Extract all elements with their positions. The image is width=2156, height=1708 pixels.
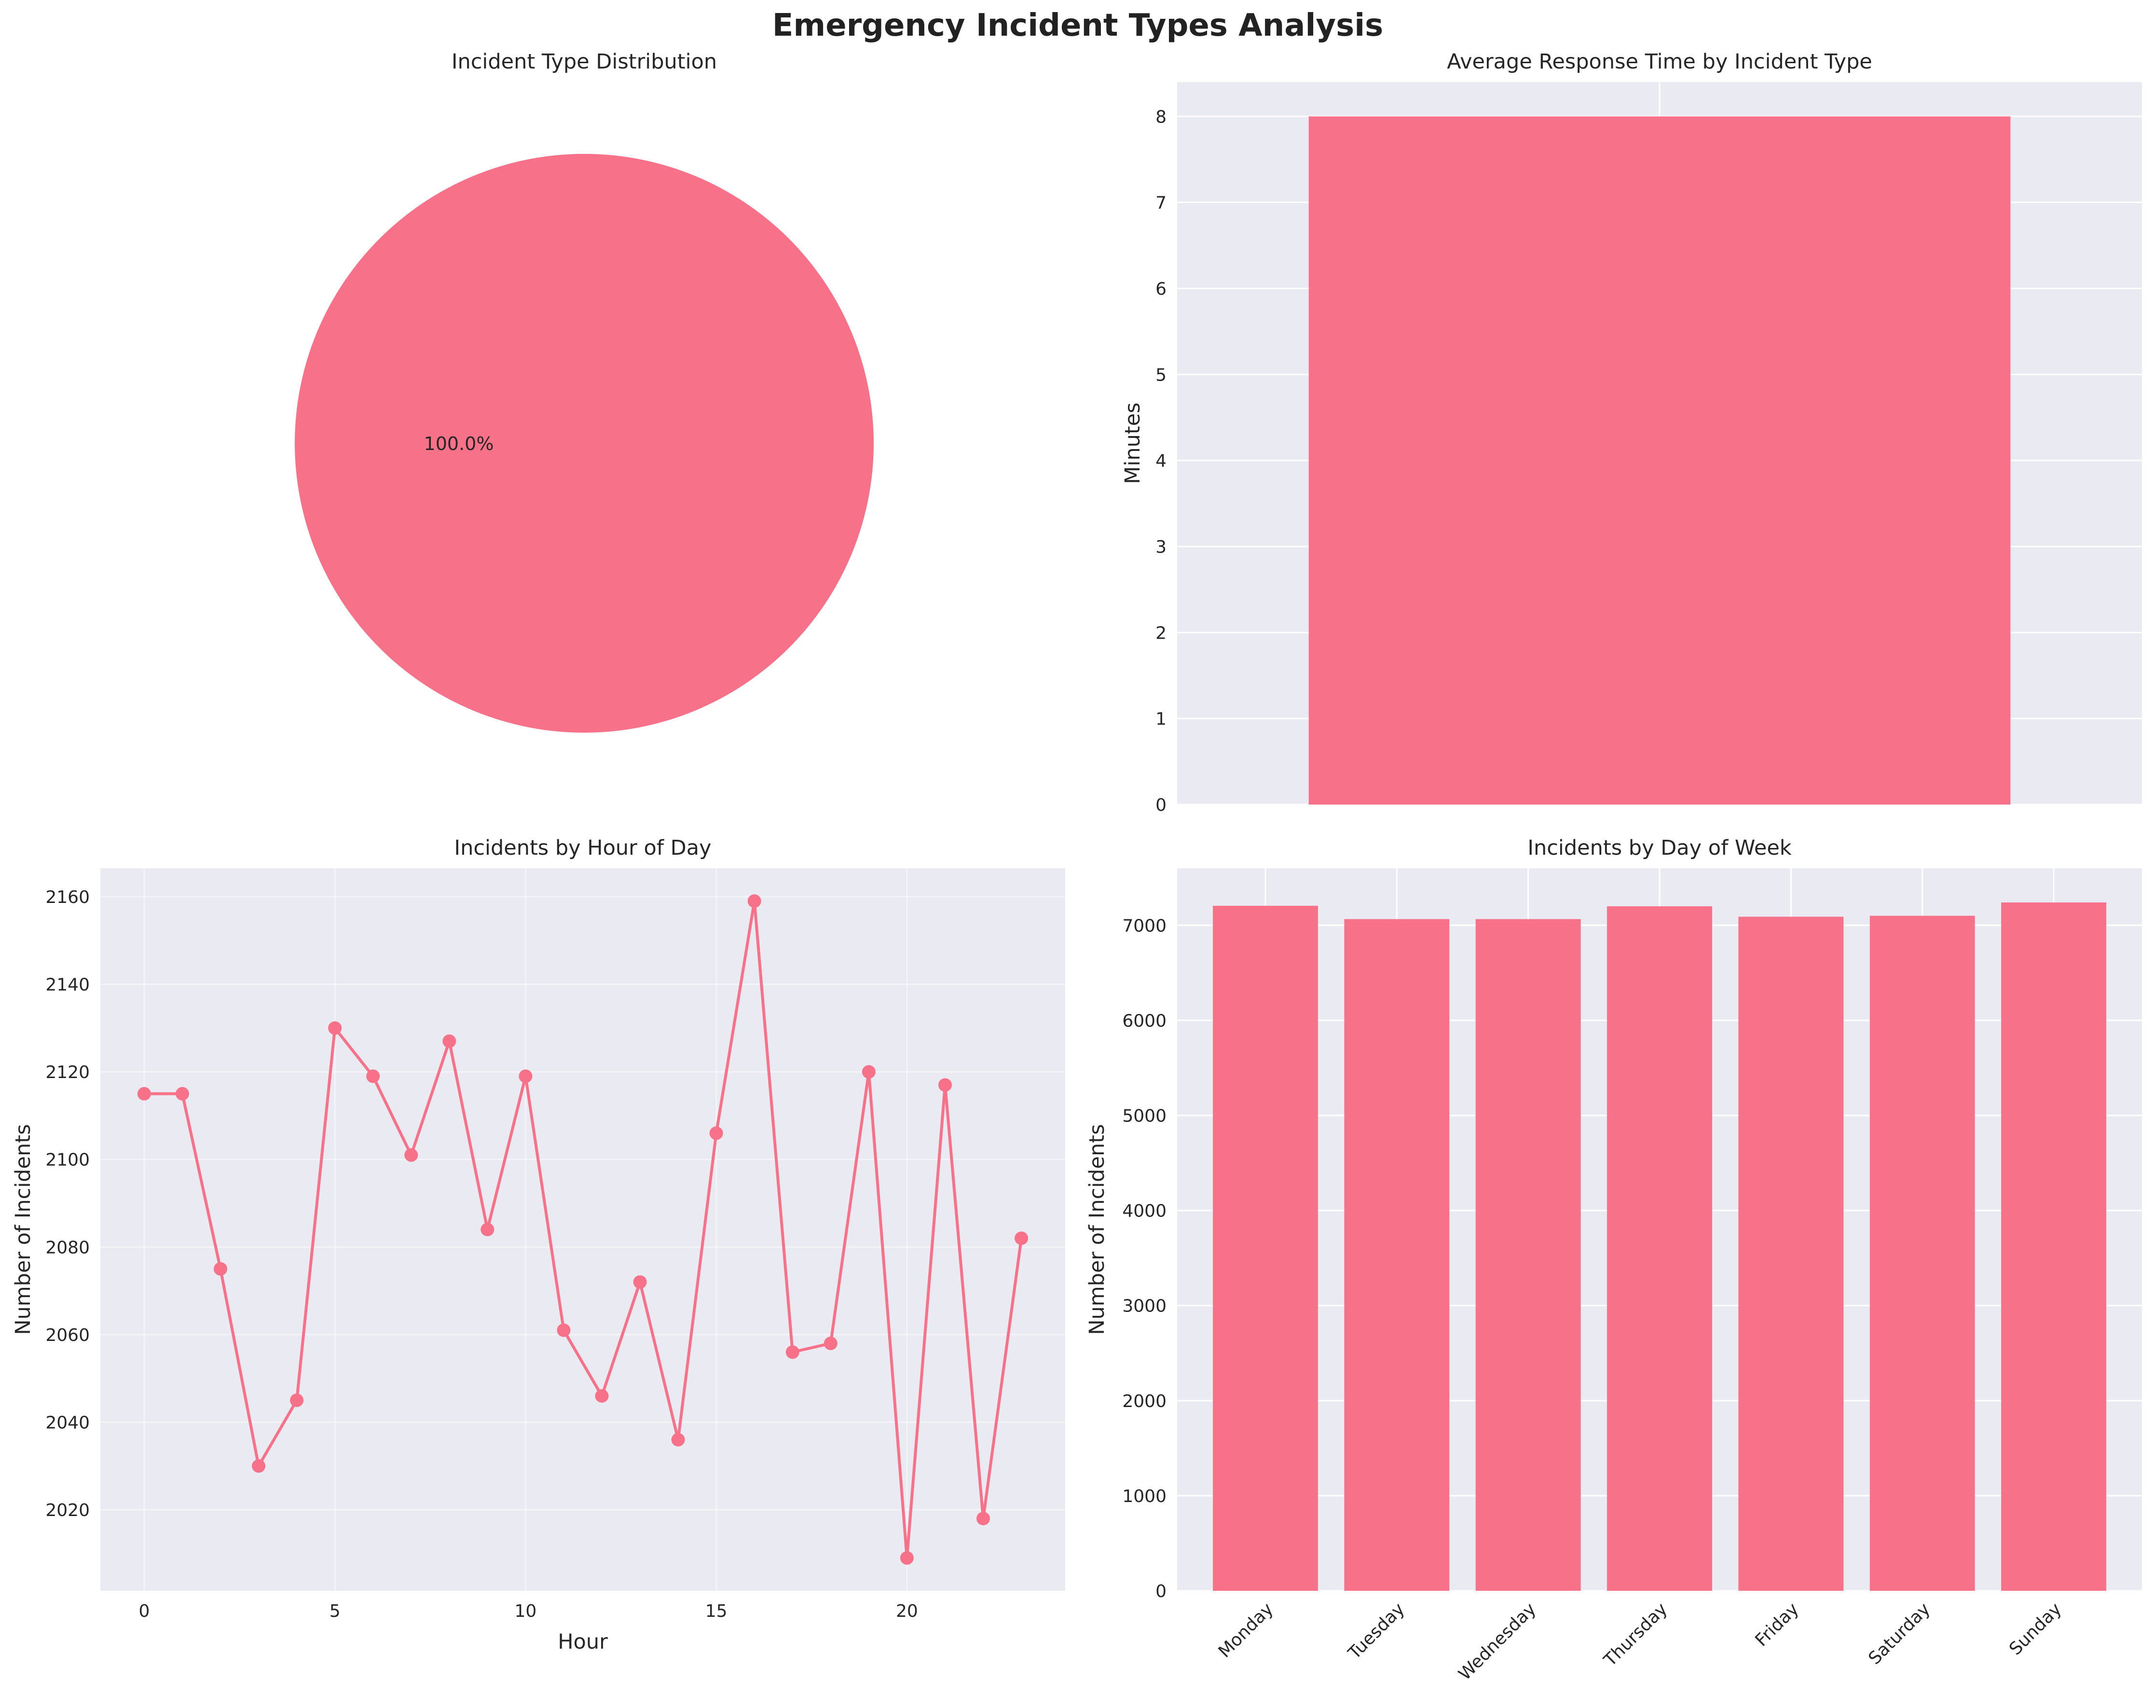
hourly-point [519, 1069, 533, 1083]
hourly-point [175, 1087, 189, 1101]
hourly-axes [100, 868, 1065, 1591]
weekday-bar [1738, 916, 1844, 1591]
hourly-xtick-label: 20 [896, 1601, 918, 1621]
weekday-ytick-label: 1000 [1122, 1487, 1167, 1506]
hourly-point [252, 1459, 266, 1473]
figure-title: Emergency Incident Types Analysis [772, 8, 1383, 43]
weekday-xtick-label: Wednesday [1455, 1599, 1540, 1684]
hourly-point [633, 1275, 647, 1289]
hourly-ytick-label: 2100 [45, 1150, 90, 1170]
response-time-ytick-label: 8 [1155, 107, 1167, 127]
hourly-panel: 0 5 10 15 20 2020 2040 2060 2080 2100 2120 2140 216… [11, 836, 1065, 1654]
hourly-xtick-label: 15 [705, 1601, 728, 1621]
weekday-xtick-label: Monday [1215, 1599, 1277, 1661]
hourly-xtick-label: 10 [515, 1601, 537, 1621]
weekday-bar [2001, 902, 2106, 1591]
weekday-ytick-label: 3000 [1122, 1297, 1167, 1316]
hourly-ytick-label: 2140 [45, 975, 90, 995]
response-time-ytick-label: 1 [1155, 710, 1167, 729]
weekday-ytick-label: 7000 [1122, 916, 1167, 936]
hourly-point [824, 1337, 838, 1351]
hourly-ytick-label: 2160 [45, 888, 90, 907]
hourly-point [1015, 1231, 1029, 1245]
weekday-xtick-label: Saturday [1865, 1599, 1934, 1668]
hourly-ytick-label: 2080 [45, 1238, 90, 1257]
hourly-point [976, 1512, 990, 1526]
hourly-xtick-label: 5 [330, 1601, 341, 1621]
weekday-bar [1607, 906, 1712, 1591]
weekday-bar [1344, 919, 1450, 1591]
hourly-point [709, 1126, 723, 1140]
response-time-ytick-label: 2 [1155, 623, 1167, 643]
weekday-ytick-label: 5000 [1122, 1106, 1167, 1126]
weekday-xtick-label: Thursday [1600, 1599, 1671, 1670]
response-time-ytick-label: 0 [1155, 795, 1167, 815]
hourly-point [900, 1551, 914, 1565]
response-time-y-ticks: 0 1 2 3 4 5 6 7 8 [1155, 107, 1167, 815]
response-time-ytick-label: 6 [1155, 279, 1167, 299]
weekday-panel: Monday Tuesday Wednesday Thursday Friday Satu… [1085, 836, 2142, 1684]
hourly-point [214, 1262, 228, 1276]
pie-slice-label: 100.0% [424, 433, 494, 454]
response-time-ytick-label: 3 [1155, 537, 1167, 557]
hourly-point [290, 1394, 304, 1407]
weekday-ylabel: Number of Incidents [1085, 1124, 1109, 1335]
hourly-y-ticks: 2020 2040 2060 2080 2100 2120 2140 2160 [45, 888, 90, 1520]
hourly-ytick-label: 2060 [45, 1325, 90, 1345]
weekday-ytick-label: 4000 [1122, 1202, 1167, 1221]
weekday-xtick-label: Sunday [2005, 1599, 2065, 1659]
response-time-bars [1308, 116, 2011, 805]
weekday-ytick-label: 2000 [1122, 1392, 1167, 1411]
weekday-title: Incidents by Day of Week [1527, 836, 1791, 860]
weekday-xtick-label: Friday [1752, 1599, 1803, 1650]
response-time-ylabel: Minutes [1121, 402, 1145, 484]
hourly-ytick-label: 2020 [45, 1501, 90, 1520]
hourly-point [938, 1078, 952, 1092]
hourly-point [595, 1389, 609, 1403]
weekday-bar [1213, 905, 1318, 1591]
hourly-series-line [144, 900, 1023, 1559]
response-time-ytick-label: 7 [1155, 193, 1167, 213]
weekday-ytick-label: 0 [1155, 1582, 1167, 1601]
response-time-bar [1308, 116, 2011, 805]
hourly-point [404, 1148, 418, 1162]
pie-title: Incident Type Distribution [452, 50, 717, 74]
hourly-point [137, 1087, 151, 1101]
pie-panel: Incident Type Distribution 100.0% [295, 50, 874, 733]
weekday-x-ticks: Monday Tuesday Wednesday Thursday Friday Satu… [1215, 1599, 2065, 1684]
hourly-point [671, 1433, 685, 1447]
response-time-ytick-label: 4 [1155, 451, 1167, 471]
hourly-line [137, 894, 1029, 1565]
response-time-panel: 0 1 2 3 4 5 6 7 8 Average Response Time by Incid… [1121, 50, 2142, 815]
response-time-title: Average Response Time by Incident Type [1447, 50, 1872, 74]
hourly-point [366, 1069, 380, 1083]
hourly-ylabel: Number of Incidents [11, 1124, 35, 1335]
weekday-bar [1869, 915, 1975, 1591]
hourly-point [481, 1223, 494, 1236]
hourly-ytick-label: 2040 [45, 1413, 90, 1433]
pie-slices: 100.0% [295, 154, 874, 733]
hourly-point [747, 894, 761, 908]
weekday-y-ticks: 0 1000 2000 3000 4000 5000 6000 7000 [1122, 916, 1167, 1601]
hourly-point [557, 1323, 571, 1337]
hourly-title: Incidents by Hour of Day [454, 836, 711, 860]
weekday-bars [1213, 902, 2106, 1591]
hourly-point [328, 1021, 342, 1035]
pie-slice [295, 154, 874, 733]
hourly-ytick-label: 2120 [45, 1063, 90, 1082]
hourly-point [442, 1034, 456, 1048]
hourly-xlabel: Hour [558, 1630, 608, 1654]
weekday-ytick-label: 6000 [1122, 1011, 1167, 1031]
weekday-xtick-label: Tuesday [1344, 1599, 1408, 1663]
weekday-bar [1475, 919, 1581, 1591]
response-time-ytick-label: 5 [1155, 365, 1167, 385]
hourly-point [785, 1345, 799, 1359]
hourly-point [862, 1065, 876, 1079]
hourly-xtick-label: 0 [138, 1601, 150, 1621]
hourly-x-ticks: 0 5 10 15 20 [138, 1601, 918, 1621]
